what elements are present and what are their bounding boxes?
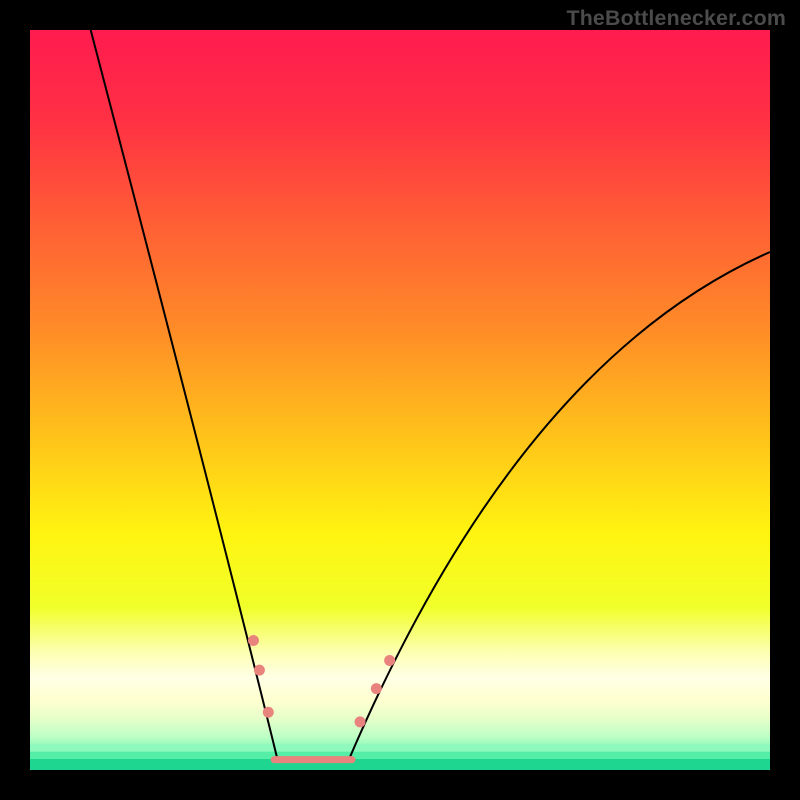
curve-marker [248,635,259,646]
bottleneck-curve-left [91,30,278,761]
curve-marker [355,716,366,727]
curve-marker [384,655,395,666]
canvas-frame: TheBottlenecker.com [0,0,800,800]
curve-marker [254,665,265,676]
watermark-text: TheBottlenecker.com [566,6,786,31]
bottleneck-curve-right [348,252,770,761]
plot-area [30,30,770,770]
curve-marker [263,707,274,718]
curve-layer [30,30,770,770]
curve-marker [371,683,382,694]
